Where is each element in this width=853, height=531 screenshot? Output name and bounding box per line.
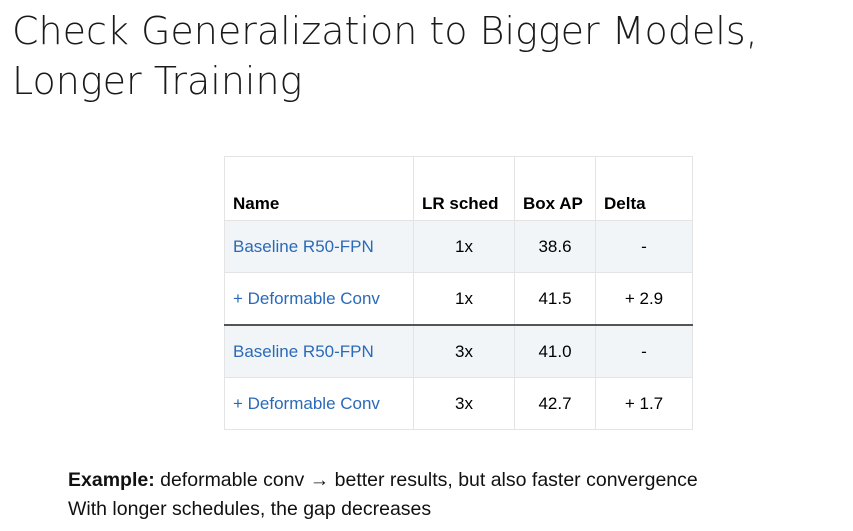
row-box-ap: 38.6 [514,220,596,273]
row-lr-sched: 3x [413,325,515,378]
row-delta: - [595,325,693,378]
table-row: Baseline R50-FPN 1x 38.6 - [224,220,693,273]
caption-line-2: With longer schedules, the gap decreases [68,498,432,520]
caption-example-label: Example: [68,469,155,491]
table-row: Baseline R50-FPN 3x 41.0 - [224,325,693,378]
row-lr-sched: 3x [413,377,515,430]
row-delta: + 2.9 [595,272,693,326]
row-name: + Deformable Conv [224,377,414,430]
row-delta: - [595,220,693,273]
arrow-right-icon: → [304,469,335,491]
row-lr-sched: 1x [413,220,515,273]
slide-title-line-1: Check Generalization to Bigger Models, [12,9,758,53]
slide-title: Check Generalization to Bigger Models, L… [12,6,842,106]
row-name: Baseline R50-FPN [224,325,414,378]
header-lr-sched: LR sched [413,156,515,221]
caption-text-end: better results, but also faster converge… [334,469,698,491]
row-box-ap: 42.7 [514,377,596,430]
header-name: Name [224,156,414,221]
row-box-ap: 41.0 [514,325,596,378]
row-name: + Deformable Conv [224,272,414,326]
row-name: Baseline R50-FPN [224,220,414,273]
row-delta: + 1.7 [595,377,693,430]
results-table: Name LR sched Box AP Delta Baseline R50-… [224,156,693,430]
slide-caption: Example: deformable conv → better result… [68,466,698,524]
header-delta: Delta [595,156,693,221]
caption-line-1: Example: deformable conv → better result… [68,466,698,495]
header-box-ap: Box AP [514,156,596,221]
table-row: + Deformable Conv 1x 41.5 + 2.9 [224,272,693,326]
table-header-row: Name LR sched Box AP Delta [224,156,693,221]
table-row: + Deformable Conv 3x 42.7 + 1.7 [224,377,693,430]
slide-title-line-2: Longer Training [12,59,303,103]
caption-text: deformable conv [154,469,305,491]
row-box-ap: 41.5 [514,272,596,326]
row-lr-sched: 1x [413,272,515,326]
